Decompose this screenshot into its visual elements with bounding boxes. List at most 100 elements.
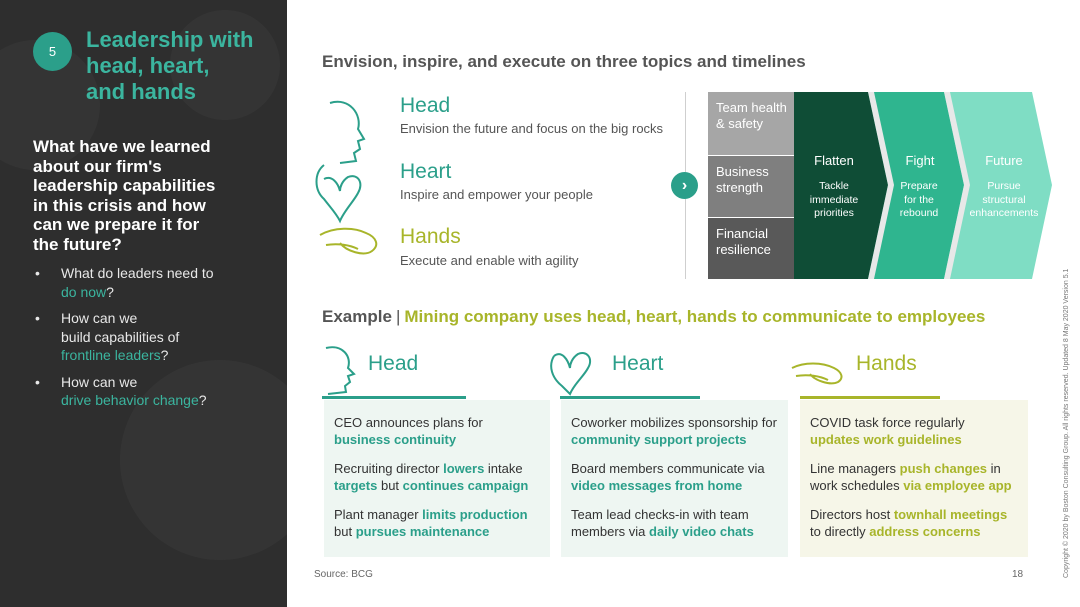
bullet-text: How can we — [61, 373, 138, 390]
chevron-separator — [868, 92, 894, 279]
copyright-note: Copyright © 2020 by Boston Consulting Gr… — [1063, 268, 1070, 578]
timeline-title-fight: Fight — [905, 153, 935, 168]
head-icon — [325, 346, 356, 395]
timeline-title-future: Future — [985, 153, 1023, 168]
chevron-right-icon: › — [671, 172, 698, 199]
example-text: COVID task force regularly — [810, 415, 965, 430]
example-text: Plant manager — [334, 507, 423, 522]
example-item: Board members communicate via video mess… — [571, 460, 778, 494]
chevron-separator — [944, 92, 970, 279]
key-question-line: in this crisis and how — [33, 195, 206, 215]
key-question-line: can we prepare it for — [33, 215, 200, 234]
example-separator: | — [395, 307, 401, 326]
bullet-dot: • — [35, 310, 40, 326]
example-highlight: push changes — [899, 461, 988, 476]
example-item: CEO announces plans for business continu… — [334, 414, 540, 448]
example-highlight: business continuity — [334, 432, 457, 447]
heart-icon — [315, 164, 362, 224]
topic-label: Team health — [716, 100, 787, 115]
topic-label: Business — [716, 164, 769, 179]
column-title-hands: Hands — [856, 352, 917, 375]
example-text: in work schedules — [810, 461, 1001, 493]
example-item: Line managers push changes in work sched… — [810, 460, 1018, 494]
section-title: Leadership with head, heart, and hands — [86, 27, 276, 105]
timeline-desc-line: enhancements — [969, 207, 1039, 219]
example-text: Board members communicate via — [571, 461, 765, 476]
column-underline — [800, 396, 940, 399]
topic-label: & safety — [716, 116, 763, 131]
bullet-text: How can we — [61, 310, 138, 326]
bullet-text: build capabilities of — [61, 328, 180, 345]
example-highlight: pursues maintenance — [355, 524, 490, 539]
example-highlight: address concerns — [869, 524, 981, 539]
timeline-desc-flatten: Tackle immediate priorities — [794, 180, 874, 221]
example-text: intake — [484, 461, 523, 476]
example-highlight: limits production — [422, 507, 528, 522]
timeline-desc-line: structural — [982, 193, 1026, 206]
timeline-desc-line: priorities — [814, 207, 854, 219]
example-item: Recruiting director lowers intake target… — [334, 460, 540, 494]
slide-heading: Envision, inspire, and execute on three … — [322, 52, 806, 71]
timeline-desc-line: rebound — [899, 207, 939, 219]
timeline-title-flatten: Flatten — [814, 153, 854, 168]
example-heading: Example | Mining company uses head, heart,… — [322, 307, 985, 327]
chevron-fight — [862, 92, 964, 279]
key-question-line: about our firm's — [33, 156, 162, 176]
heart-icon — [550, 352, 592, 396]
bullet-dot: • — [35, 265, 40, 281]
key-question-line: What have we learned — [33, 137, 211, 156]
example-highlight: daily video chats — [649, 524, 754, 539]
section-title-line: and hands — [86, 79, 197, 104]
bullet-highlight: do now — [61, 283, 107, 300]
topic-team-health: Team health & safety — [708, 92, 794, 155]
bullet-text: ? — [160, 347, 169, 363]
key-question-line: leadership capabilities — [33, 176, 216, 195]
column-underline — [322, 396, 466, 399]
decorative-blob — [120, 360, 287, 560]
bullet-text: What do leaders need to — [61, 265, 214, 281]
example-text: to directly — [810, 524, 870, 539]
timeline-desc-future: Pursue structural enhancements — [964, 180, 1044, 221]
example-highlight: lowers — [443, 461, 485, 476]
topic-label: strength — [716, 180, 763, 195]
timeline-desc-line: Tackle — [819, 180, 849, 192]
section-title-line: head, heart, — [86, 53, 210, 78]
head-heart-hands-illustration — [315, 100, 378, 255]
example-item: Directors host townhall meetings to dire… — [810, 506, 1018, 540]
example-highlight: continues campaign — [402, 478, 529, 493]
trio-title-heart: Heart — [400, 160, 452, 183]
example-text: Coworker mobilizes sponsorship for — [571, 415, 777, 430]
trio-desc-heart: Inspire and empower your people — [400, 187, 593, 202]
timeline-desc-fight: Prepare for the rebound — [879, 180, 959, 221]
example-box-head: CEO announces plans for business continu… — [324, 400, 550, 557]
source-note: Source: BCG — [314, 569, 373, 580]
key-question: What have we learned about our firm's le… — [33, 137, 263, 254]
example-box-heart: Coworker mobilizes sponsorship for commu… — [561, 400, 788, 557]
page-number: 18 — [1012, 569, 1024, 580]
section-number-badge: 5 — [33, 32, 72, 71]
timeline-chevrons — [794, 92, 1052, 279]
trio-desc-hands: Execute and enable with agility — [400, 253, 579, 268]
trio-title-hands: Hands — [400, 225, 461, 248]
timeline-desc-line: immediate — [809, 193, 859, 206]
timeline-desc-line: Pursue — [987, 180, 1021, 192]
column-title-head: Head — [368, 352, 419, 375]
example-label: Example — [322, 307, 392, 326]
column-underline — [560, 396, 700, 399]
example-highlight: updates work guidelines — [810, 432, 962, 447]
bullet-item: • How can we build capabilities of front… — [33, 309, 273, 365]
example-text: Recruiting director — [334, 461, 444, 476]
section-title-line: Leadership with — [86, 27, 254, 52]
head-icon — [329, 100, 366, 164]
decorative-blob — [170, 10, 280, 120]
example-item: COVID task force regularly updates work … — [810, 414, 1018, 448]
trio-desc-head: Envision the future and focus on the big… — [400, 121, 664, 136]
hands-icon — [791, 362, 843, 385]
timeline-desc-line: for the — [904, 193, 934, 206]
bullet-text: ? — [198, 392, 207, 408]
example-box-hands: COVID task force regularly updates work … — [800, 400, 1028, 557]
topic-financial-resilience: Financial resilience — [708, 218, 794, 279]
example-text: Line managers — [810, 461, 900, 476]
trio-title-head: Head — [400, 94, 451, 117]
example-text: Mining company uses head, heart, hands t… — [404, 307, 986, 326]
